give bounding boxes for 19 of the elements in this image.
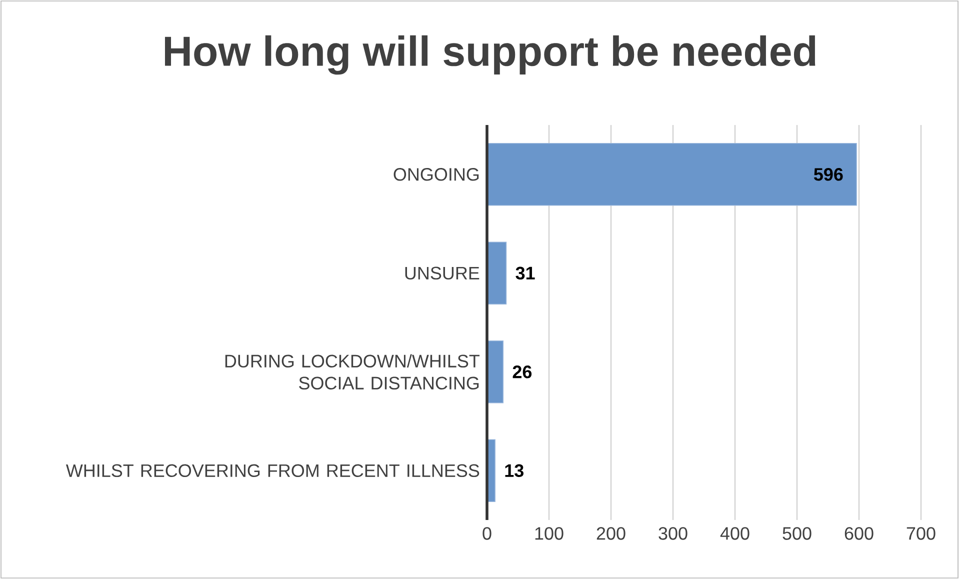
bar — [486, 142, 857, 206]
y-tick-label: ONGOING — [394, 168, 479, 181]
data-label: 13 — [505, 464, 524, 478]
x-tick-label: 200 — [596, 527, 626, 540]
x-tick-label: 0 — [482, 527, 492, 540]
x-tick-label: 100 — [535, 527, 564, 540]
bar — [486, 242, 507, 305]
data-label: 31 — [516, 266, 535, 280]
y-tick-label: DURING LOCKDOWN/WHILST SOCIAL DISTANCING — [225, 354, 480, 390]
data-label: 26 — [512, 366, 532, 378]
x-tick-label: 400 — [720, 527, 750, 540]
y-tick-label: WHILST RECOVERING FROM RECENT ILLNESS — [66, 464, 480, 478]
x-tick-label: 700 — [906, 527, 936, 540]
chart-title: How long will support be needed — [164, 35, 816, 75]
x-tick-label: 300 — [658, 527, 688, 540]
x-tick-label: 600 — [844, 527, 874, 540]
x-tick-label: 500 — [782, 527, 812, 540]
y-tick-label: UNSURE — [405, 266, 480, 280]
data-label: 596 — [814, 168, 843, 181]
